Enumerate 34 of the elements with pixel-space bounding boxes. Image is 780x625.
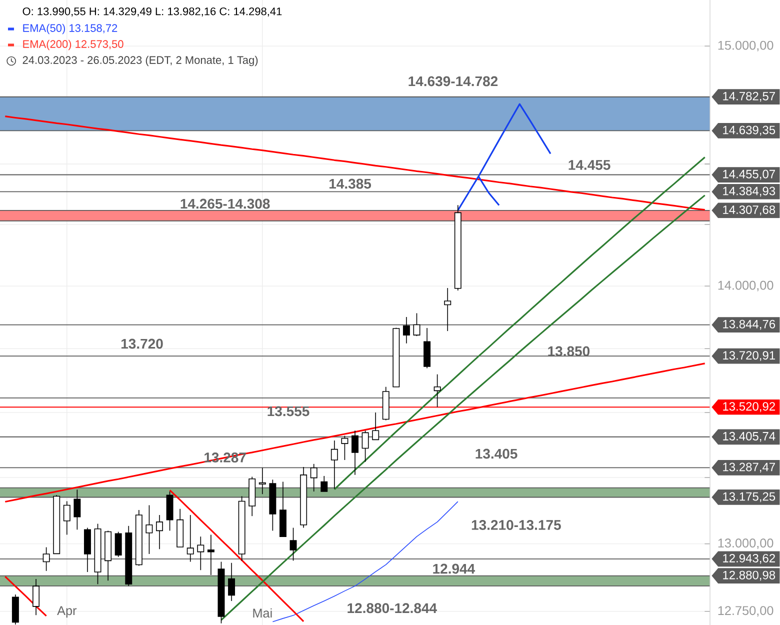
annotation: 12.944: [433, 564, 476, 574]
ref-line-label: 14.782,57: [723, 92, 775, 102]
annotation: 13.555: [268, 406, 310, 416]
y-tick-label: 13.000,00: [718, 538, 774, 550]
legend-label: EMA(200) 12.573,50: [23, 40, 124, 50]
y-tick-label: 14.000,00: [718, 280, 774, 292]
x-tick-label: Apr: [57, 606, 77, 618]
annotation: 14.455: [568, 160, 610, 170]
ref-line-label: 13.405,74: [723, 432, 776, 442]
y-tick-label: 15.000,00: [718, 40, 774, 52]
ref-line-label: 13.844,76: [723, 320, 776, 330]
annotation: 13.720: [121, 338, 163, 349]
annotation: 13.405: [476, 448, 518, 459]
annotation: 14.385: [330, 178, 372, 189]
annotation: 14.265-14.308: [180, 198, 270, 209]
annotation: 13.850: [548, 346, 590, 356]
text: O: 13.990,55 H: 14.329,49 L: 13.982,16 C: 14.298,41: [22, 7, 282, 17]
ref-line-label: 13.520,92: [723, 402, 775, 412]
annotation: 14.639-14.782: [408, 76, 498, 86]
x-tick-label: Mai: [253, 608, 272, 618]
ref-line-label: 12.943,62: [723, 554, 775, 564]
annotation: 13.210-13.175: [472, 520, 561, 530]
ref-line-label: 13.175,25: [723, 492, 776, 502]
ref-line-label: 13.720,91: [723, 351, 775, 362]
ref-line-label: 14.384,93: [723, 186, 776, 197]
ref-line-label: 14.639,35: [723, 126, 776, 136]
legend-label: EMA(50) 13.158,72: [23, 24, 118, 34]
y-tick-label: 12.750,00: [718, 606, 774, 617]
ref-line-label: 14.455,07: [723, 170, 775, 180]
ref-line-label: 12.880,98: [723, 570, 776, 581]
ref-line-label: 14.307,68: [723, 205, 776, 216]
ref-line-label: 13.287,47: [723, 462, 775, 473]
text: 24.03.2023 - 26.05.2023 (EDT, 2 Monate, 1 Tag): [22, 56, 258, 66]
annotation: 12.880-12.844: [348, 603, 437, 614]
